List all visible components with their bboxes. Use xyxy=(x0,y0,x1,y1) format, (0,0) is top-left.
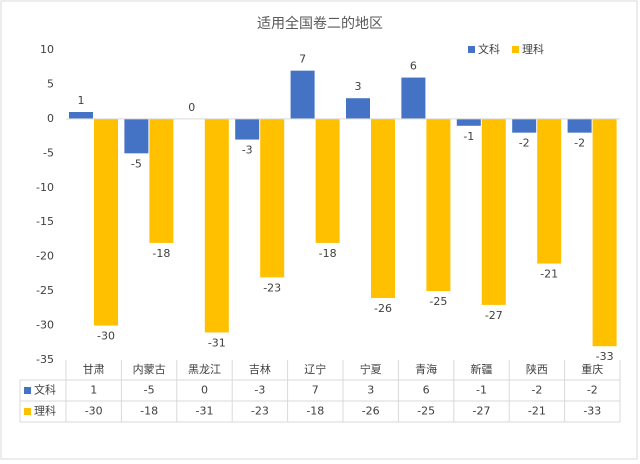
table-cell: -30 xyxy=(85,405,103,418)
x-tick-label: 重庆 xyxy=(581,362,603,376)
table-legend-key xyxy=(24,408,31,415)
legend-swatch xyxy=(468,46,475,53)
table-cell: -18 xyxy=(306,405,324,418)
bar xyxy=(537,118,562,264)
bar xyxy=(290,70,315,119)
data-label: 0 xyxy=(188,101,195,114)
bar xyxy=(512,118,537,133)
data-label: -31 xyxy=(208,336,226,349)
x-tick-label: 宁夏 xyxy=(360,362,382,376)
table-cell: -21 xyxy=(528,405,546,418)
x-tick-label: 内蒙古 xyxy=(133,362,166,376)
data-label: -27 xyxy=(485,309,503,322)
x-tick-label: 辽宁 xyxy=(304,362,326,376)
table-cell: 3 xyxy=(367,384,374,397)
bar xyxy=(124,118,149,154)
data-label: -30 xyxy=(97,330,115,343)
x-tick-label: 陕西 xyxy=(526,362,548,376)
y-tick-label: -20 xyxy=(36,250,54,263)
bar xyxy=(456,118,481,126)
bar xyxy=(204,118,229,333)
legend-swatch xyxy=(512,46,519,53)
data-label: -23 xyxy=(263,281,281,294)
table-cell: 7 xyxy=(312,384,319,397)
table-series-name: 理科 xyxy=(34,404,56,418)
table-series-name: 文科 xyxy=(34,383,56,397)
bar xyxy=(481,118,506,305)
y-tick-label: 10 xyxy=(40,43,54,56)
data-label: -5 xyxy=(131,157,142,170)
bar xyxy=(235,118,260,140)
table-cell: -23 xyxy=(251,405,269,418)
table-cell: 1 xyxy=(90,384,97,397)
bar xyxy=(592,118,617,347)
legend-label: 理科 xyxy=(522,42,544,56)
table-cell: 6 xyxy=(423,384,430,397)
y-tick-label: -35 xyxy=(36,353,54,366)
bar xyxy=(69,112,93,119)
bar xyxy=(149,118,174,243)
data-label: -25 xyxy=(429,295,447,308)
data-label: 3 xyxy=(355,80,362,93)
data-label: -3 xyxy=(242,144,253,157)
y-tick-label: 5 xyxy=(47,77,54,90)
data-label: -33 xyxy=(596,350,614,363)
chart-title: 适用全国卷二的地区 xyxy=(257,15,383,32)
y-tick-label: 0 xyxy=(47,112,54,125)
table-cell: -3 xyxy=(254,384,265,397)
bar xyxy=(94,118,118,326)
y-tick-label: -10 xyxy=(36,181,54,194)
x-tick-label: 甘肃 xyxy=(83,363,105,376)
x-tick-label: 新疆 xyxy=(471,362,493,376)
data-label: -26 xyxy=(374,302,392,315)
table-cell: -26 xyxy=(362,405,380,418)
data-label: -18 xyxy=(152,247,170,260)
y-tick-label: -5 xyxy=(43,146,54,159)
bar xyxy=(371,118,395,298)
table-cell: -33 xyxy=(583,405,601,418)
table-cell: 0 xyxy=(201,384,208,397)
bar xyxy=(315,118,340,243)
data-label: -1 xyxy=(463,130,474,143)
bar xyxy=(401,77,426,119)
table-cell: -1 xyxy=(476,384,487,397)
x-tick-label: 青海 xyxy=(415,362,437,376)
y-tick-label: -30 xyxy=(36,319,54,332)
bar xyxy=(426,118,451,292)
table-cell: -2 xyxy=(587,384,598,397)
table-cell: -27 xyxy=(473,405,491,418)
table-cell: -2 xyxy=(531,384,542,397)
data-label: 7 xyxy=(299,53,306,66)
legend-label: 文科 xyxy=(478,42,500,56)
x-tick-label: 吉林 xyxy=(249,362,271,376)
table-cell: -18 xyxy=(140,405,158,418)
bar xyxy=(260,118,285,278)
data-label: -18 xyxy=(319,247,337,260)
x-tick-label: 黑龙江 xyxy=(188,363,221,376)
data-label: -2 xyxy=(519,137,530,150)
table-legend-key xyxy=(24,387,31,394)
y-tick-label: -25 xyxy=(36,284,54,297)
bar xyxy=(346,98,370,119)
y-tick-label: -15 xyxy=(36,215,54,228)
data-label: -2 xyxy=(574,137,585,150)
table-cell: -31 xyxy=(196,405,214,418)
table-cell: -5 xyxy=(144,384,155,397)
table-cell: -25 xyxy=(417,405,435,418)
data-label: 6 xyxy=(410,60,417,73)
data-label: 1 xyxy=(78,94,85,107)
data-label: -21 xyxy=(540,268,558,281)
bar xyxy=(567,118,592,133)
